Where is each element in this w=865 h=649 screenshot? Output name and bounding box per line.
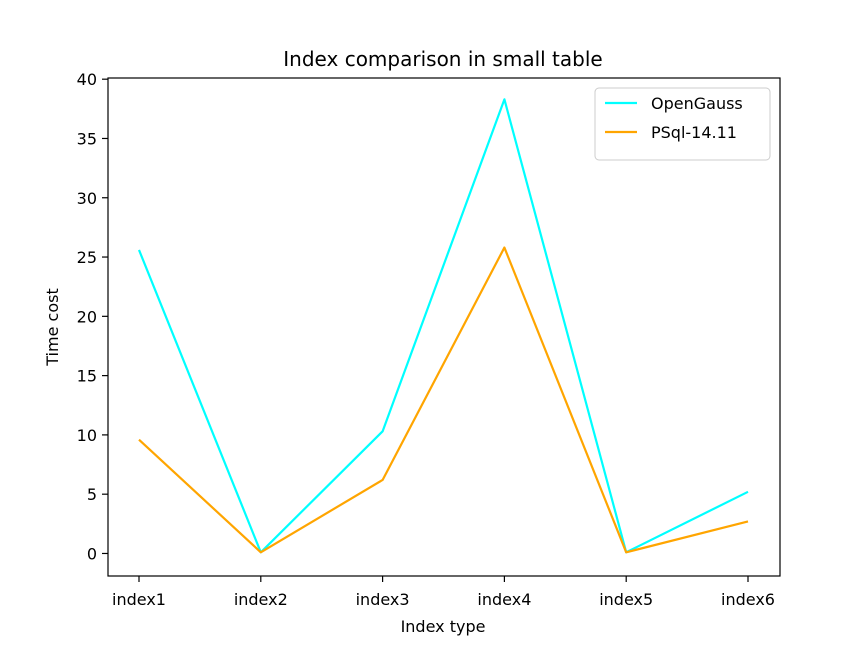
x-tick-label: index6 xyxy=(721,590,775,609)
x-tick-label: index3 xyxy=(356,590,410,609)
y-tick-label: 0 xyxy=(87,544,97,563)
y-tick-label: 20 xyxy=(77,307,97,326)
plot-frame xyxy=(107,77,781,577)
legend-box xyxy=(594,87,771,161)
x-tick-label: index5 xyxy=(599,590,653,609)
y-tick-label: 10 xyxy=(77,426,97,445)
series-line-1 xyxy=(137,98,749,554)
legend-label: PSql-14.11 xyxy=(651,123,737,142)
x-tick-label: index4 xyxy=(477,590,531,609)
y-tick-label: 5 xyxy=(87,485,97,504)
series-line-2 xyxy=(138,246,749,554)
y-axis: 0 5 10 15 20 25 30 35 40 xyxy=(77,70,108,563)
y-axis-label: Time cost xyxy=(43,288,62,366)
y-tick-label: 35 xyxy=(77,129,97,148)
x-tick-label: index1 xyxy=(112,590,166,609)
legend-label: OpenGauss xyxy=(651,94,743,113)
x-axis-label: Index type xyxy=(401,617,486,636)
y-tick-label: 30 xyxy=(77,189,97,208)
series-layer xyxy=(137,98,749,554)
y-tick-label: 15 xyxy=(77,367,97,386)
x-axis: index1 index2 index3 index4 index5 index6 xyxy=(112,576,775,609)
y-tick-label: 40 xyxy=(77,70,97,89)
plot-area xyxy=(108,78,780,576)
chart-title: Index comparison in small table xyxy=(283,47,602,71)
y-tick-label: 25 xyxy=(77,248,97,267)
x-tick-label: index2 xyxy=(234,590,288,609)
legend: OpenGauss PSql-14.11 xyxy=(594,87,771,161)
